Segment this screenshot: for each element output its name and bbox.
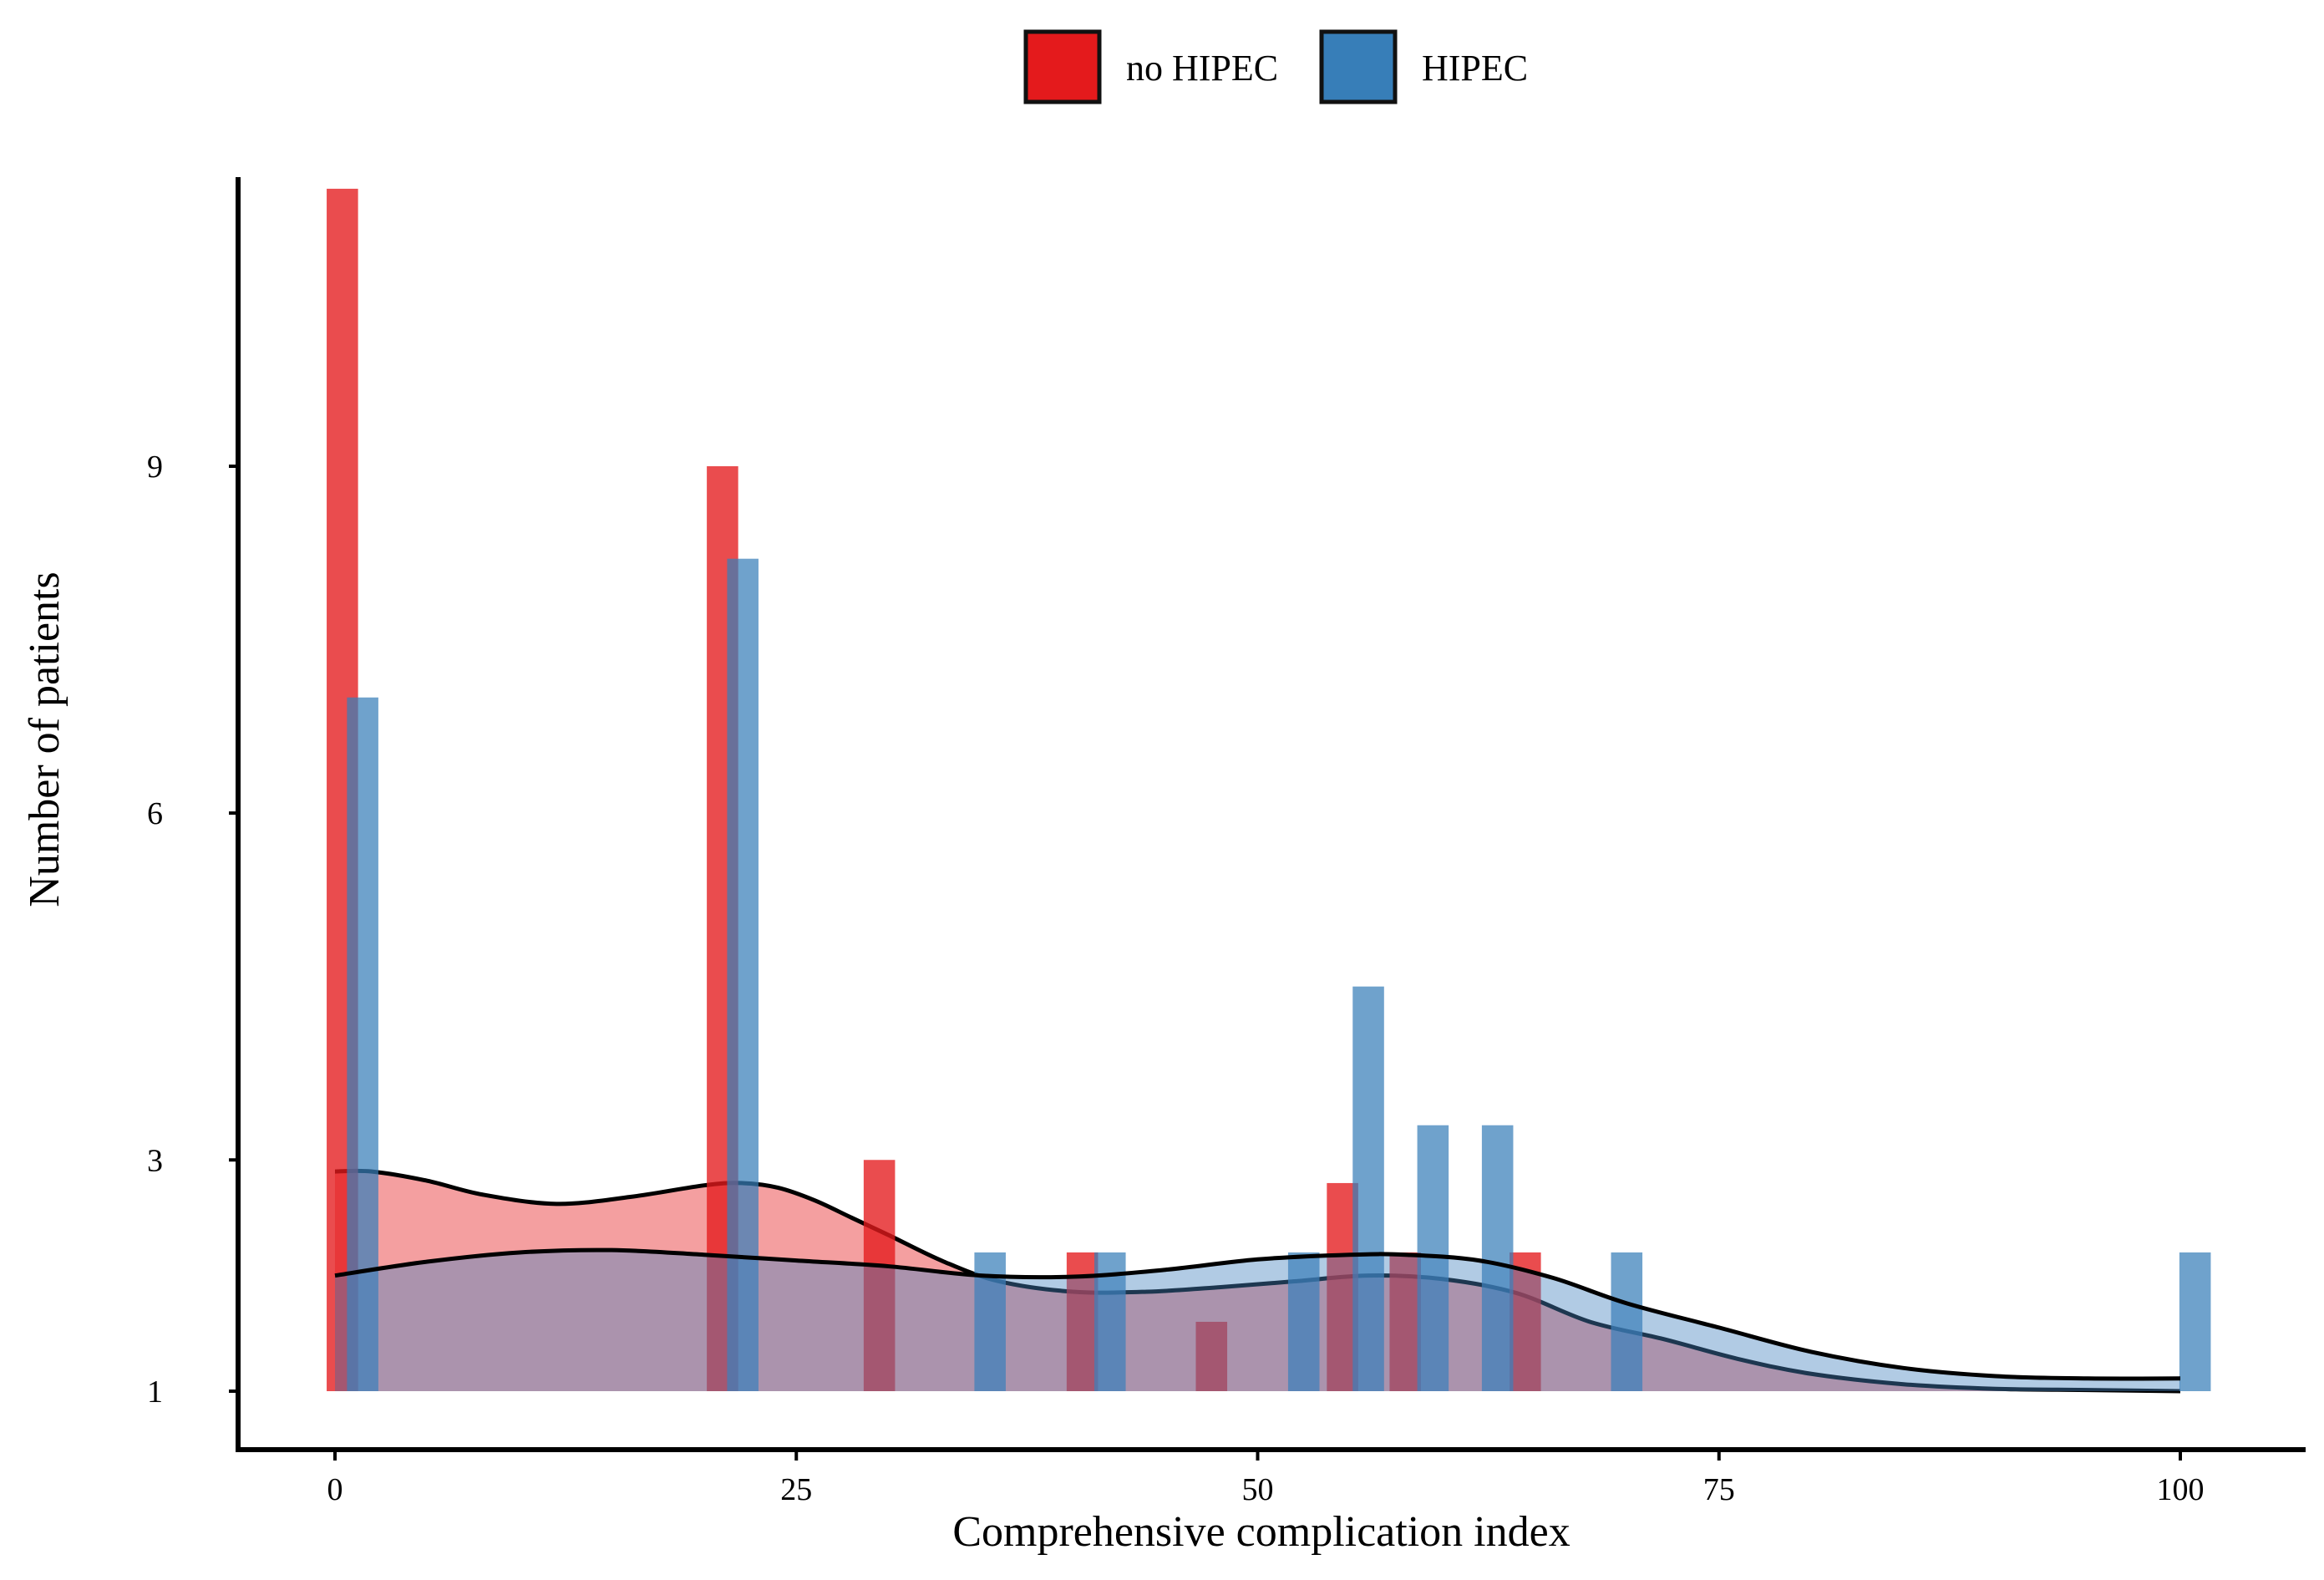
density-hipec-group (334, 1247, 2181, 1391)
bar-hipec (347, 697, 378, 1391)
bar-hipec (727, 558, 759, 1391)
density-no-hipec-line (334, 1168, 2181, 1394)
x-tick-label: 100 (2157, 1472, 2205, 1507)
legend-label-hipec: HIPEC (1422, 48, 1528, 89)
y-tick-label: 9 (147, 450, 163, 485)
y-tick-label: 3 (147, 1143, 163, 1178)
y-axis-title: Number of patients (21, 572, 69, 907)
x-ticks-group: 0 25 50 75 100 (327, 1450, 2205, 1507)
legend: no HIPEC HIPEC (1023, 29, 1528, 104)
legend-swatch-hipec (1319, 29, 1398, 104)
bar-no-hipec (1195, 1321, 1228, 1391)
density-no-hipec-area (335, 1171, 2180, 1391)
bar-no-hipec (1510, 1252, 1541, 1391)
y-tick-label: 1 (147, 1374, 163, 1410)
x-tick-label: 25 (780, 1472, 812, 1507)
bar-hipec (1481, 1125, 1514, 1391)
density-hipec-line (334, 1247, 2181, 1381)
bar-hipec (1352, 986, 1384, 1391)
y-ticks-group: 1 3 6 9 (147, 450, 238, 1410)
bar-hipec (1611, 1252, 1643, 1391)
bar-hipec (2179, 1252, 2211, 1391)
x-tick-label: 0 (327, 1472, 343, 1507)
legend-swatch-no-hipec (1023, 29, 1102, 104)
x-axis-title: Comprehensive complication index (952, 1508, 1570, 1556)
y-tick-label: 6 (147, 796, 163, 831)
x-tick-label: 50 (1242, 1472, 1274, 1507)
legend-label-no-hipec: no HIPEC (1126, 48, 1278, 89)
bars-group (327, 188, 2211, 1391)
bar-no-hipec (863, 1160, 896, 1391)
x-tick-label: 75 (1703, 1472, 1735, 1507)
density-hipec-area (335, 1250, 2180, 1391)
bar-hipec (1287, 1252, 1320, 1391)
density-no-hipec-group (334, 1168, 2181, 1394)
bar-no-hipec (1389, 1252, 1421, 1391)
